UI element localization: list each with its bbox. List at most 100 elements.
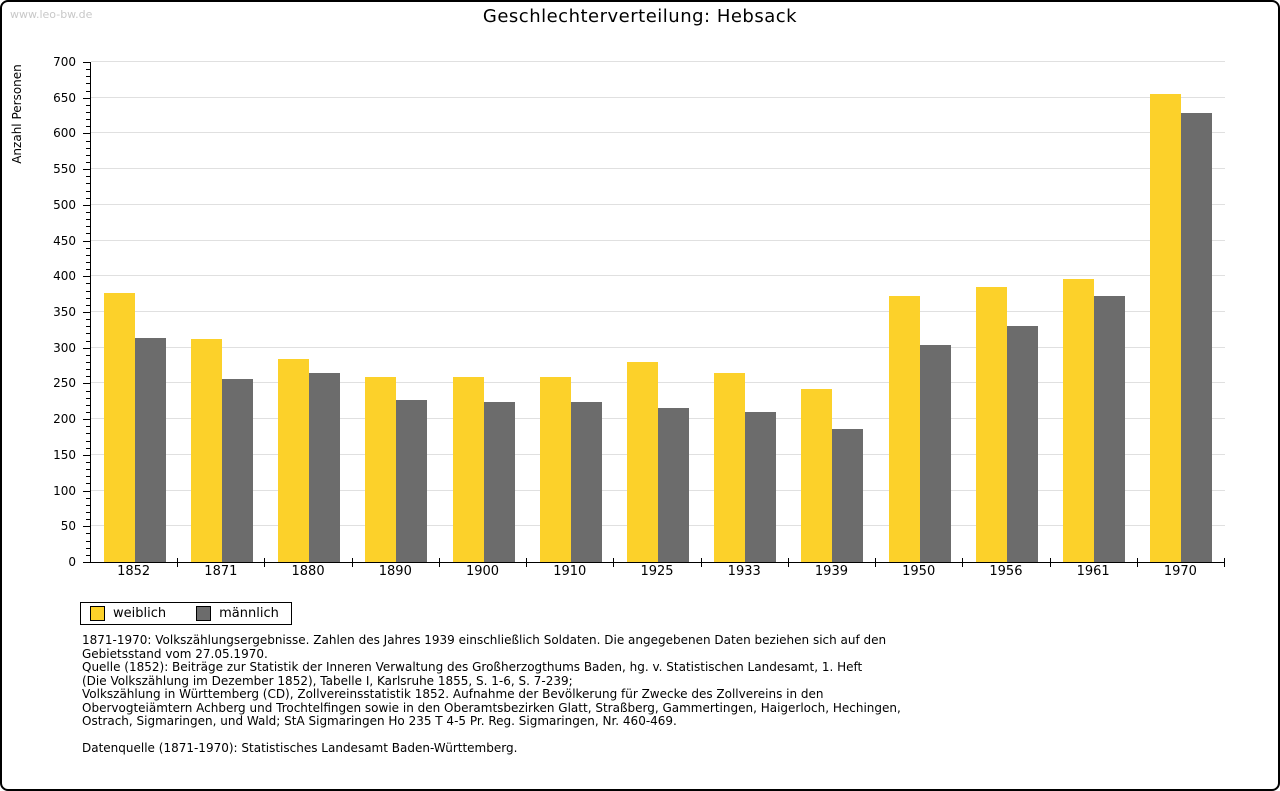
bar-männlich-1956 [1006,325,1038,562]
bar-weiblich-1871 [190,339,222,562]
footnote-line-5: Volkszählung in Württemberg (CD), Zollve… [82,687,824,701]
gridline-400 [91,275,1225,277]
legend-item-männlich: männlich [196,606,279,621]
y-tick-label-200: 200 [53,412,76,427]
bar-weiblich-1961 [1063,279,1095,562]
x-axis-tick-12 [1136,558,1138,567]
y-minor-tick-470 [86,226,90,228]
y-minor-tick-660 [86,90,90,92]
x-axis-labels: 1852 1871 1880 1890 1900 1910 1925 1933 1939 1950… [90,564,1224,582]
bar-männlich-1900 [483,402,515,562]
y-minor-tick-390 [86,283,90,285]
y-minor-tick-110 [86,483,90,485]
x-axis-tick-10 [962,558,964,567]
bar-group-1910 [527,62,614,562]
y-minor-tick-70 [86,512,90,513]
bar-group-1939 [789,62,876,562]
y-minor-tick-420 [86,262,90,263]
bar-männlich-1939 [832,429,864,562]
bar-männlich-1871 [221,379,253,562]
y-minor-tick-60 [86,519,90,521]
y-minor-tick-170 [86,440,90,442]
y-minor-tick-220 [86,404,90,406]
y-major-tick-700 [83,62,90,63]
bar-weiblich-1970 [1150,94,1182,562]
bar-männlich-1910 [570,402,602,562]
bar-männlich-1925 [658,407,690,562]
bar-weiblich-1910 [539,377,571,562]
bar-group-1956 [963,62,1050,562]
bar-männlich-1852 [134,338,166,562]
data-source-line: Datenquelle (1871-1970): Statistisches L… [82,741,518,755]
legend-item-weiblich: weiblich [90,606,166,621]
bar-group-1933 [702,62,789,562]
y-tick-label-50: 50 [60,519,76,534]
y-major-tick-400 [83,276,90,278]
bar-group-1950 [876,62,963,562]
y-tick-label-600: 600 [53,126,76,141]
y-major-tick-300 [83,347,90,349]
legend: weiblich männlich [80,602,292,625]
y-minor-tick-360 [86,304,90,306]
y-minor-tick-260 [86,376,90,378]
x-axis-tick-5 [526,558,528,567]
legend-swatch-männlich [196,606,212,621]
y-minor-tick-90 [86,497,90,499]
footnote-line-4: (Die Volkszählung im Dezember 1852), Tab… [82,673,573,688]
x-tick-label-1950: 1950 [902,564,936,579]
bar-männlich-1933 [745,412,777,562]
y-minor-tick-670 [86,83,90,85]
y-tick-label-550: 550 [53,162,76,177]
bar-männlich-1950 [919,344,951,562]
bar-group-1900 [440,62,527,562]
y-major-tick-50 [83,526,90,528]
y-major-tick-450 [83,240,90,242]
bar-weiblich-1880 [278,359,310,562]
y-minor-tick-80 [86,504,90,506]
bar-weiblich-1933 [714,372,746,562]
footnote-line-1: 1871-1970: Volkszählungsergebnisse. Zahl… [82,633,887,647]
footnote-spacer [82,729,901,743]
y-tick-label-350: 350 [53,305,76,319]
x-axis-tick-4 [438,558,440,567]
x-tick-label-1880: 1880 [291,564,325,579]
legend-label-weiblich: weiblich [113,606,167,621]
y-minor-tick-20 [86,547,90,549]
y-minor-tick-330 [86,326,90,328]
bar-group-1880 [265,62,352,562]
y-minor-tick-160 [86,447,90,449]
y-tick-label-650: 650 [53,90,76,105]
footnote-line-2: Gebietsstand vom 27.05.1970. [82,646,268,661]
bar-weiblich-1925 [627,362,659,562]
y-minor-tick-130 [86,469,90,471]
y-minor-tick-570 [86,154,90,156]
bar-weiblich-1852 [103,292,135,562]
y-tick-label-100: 100 [53,483,76,498]
gridline-650 [91,96,1225,98]
y-minor-tick-230 [86,397,90,399]
footnote-line-7: Ostrach, Sigmaringen, und Wald; StA Sigm… [82,714,677,728]
x-axis-tick-8 [787,558,789,567]
x-tick-label-1939: 1939 [814,564,848,579]
y-minor-tick-180 [86,433,90,435]
bar-group-1871 [178,62,265,562]
y-minor-tick-410 [86,269,90,271]
x-axis-tick-9 [875,558,877,567]
y-minor-tick-630 [86,112,90,113]
y-minor-tick-380 [86,290,90,292]
bar-weiblich-1950 [888,296,920,562]
x-tick-label-1910: 1910 [553,564,587,579]
x-tick-label-1970: 1970 [1163,564,1197,579]
y-minor-tick-10 [86,554,90,556]
bar-weiblich-1956 [975,287,1007,562]
y-major-tick-150 [83,454,90,456]
y-minor-tick-460 [86,233,90,235]
gridline-500 [91,203,1225,205]
bar-weiblich-1890 [365,377,397,562]
y-major-tick-350 [83,312,90,313]
bar-männlich-1880 [309,372,341,562]
gridline-700 [91,61,1225,62]
bar-männlich-1970 [1181,113,1213,562]
y-minor-tick-690 [86,69,90,71]
y-major-tick-250 [83,383,90,385]
